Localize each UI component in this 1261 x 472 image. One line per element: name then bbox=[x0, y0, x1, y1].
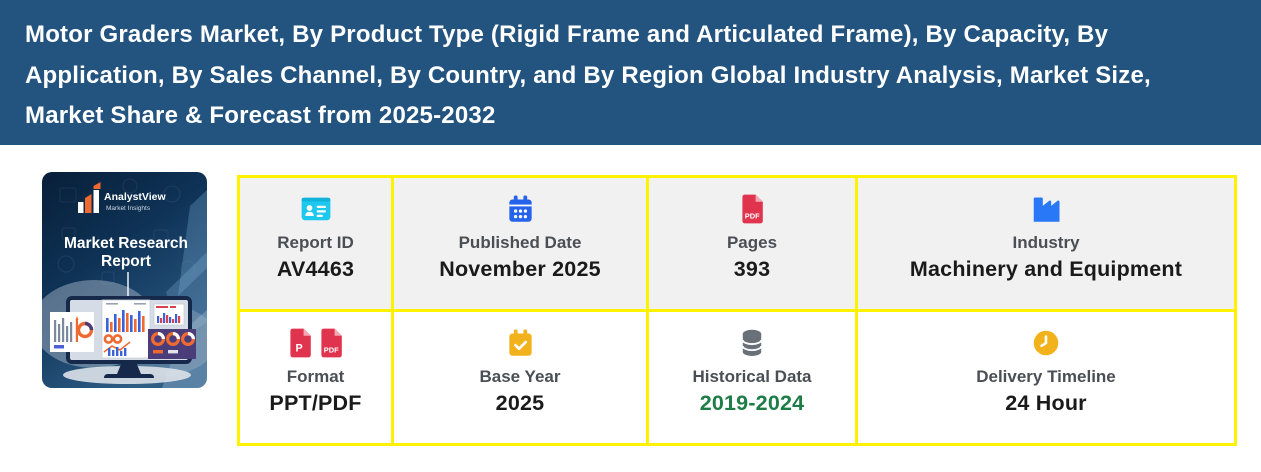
cell-base-year: Base Year 2025 bbox=[394, 312, 646, 443]
svg-text:P: P bbox=[295, 342, 302, 354]
cell-delivery-timeline: Delivery Timeline 24 Hour bbox=[858, 312, 1234, 443]
title-banner: Motor Graders Market, By Product Type (R… bbox=[0, 0, 1261, 145]
report-cover-image: AnalystView Market Insights Market Resea… bbox=[42, 172, 207, 388]
cell-label: Historical Data bbox=[692, 367, 812, 386]
cover-caption-line-2: Report bbox=[101, 253, 151, 270]
cell-label: Industry bbox=[1012, 233, 1080, 252]
brand-tagline: Market Insights bbox=[106, 205, 151, 212]
cell-value: 2025 bbox=[495, 391, 545, 415]
cell-value: AV4463 bbox=[276, 257, 355, 281]
cell-format: P PDF Format PPT/PDF bbox=[240, 312, 391, 443]
calendar-check-icon bbox=[508, 329, 532, 356]
page-title-line-3: Market Share & Forecast from 2025-2032 bbox=[25, 102, 496, 129]
cell-historical-data: Historical Data 2019-2024 bbox=[649, 312, 855, 443]
cell-value: Machinery and Equipment bbox=[909, 257, 1183, 281]
background-pattern-icons bbox=[57, 178, 196, 285]
id-card-icon bbox=[301, 197, 330, 221]
cell-value: November 2025 bbox=[439, 257, 601, 281]
cell-label: Base Year bbox=[479, 367, 561, 386]
cell-label: Format bbox=[286, 367, 345, 386]
cell-value: 2019-2024 bbox=[699, 391, 805, 415]
cell-value: 24 Hour bbox=[1005, 391, 1087, 415]
page-title-line-1: Motor Graders Market, By Product Type (R… bbox=[25, 21, 1109, 48]
page-title-line-2: Application, By Sales Channel, By Countr… bbox=[25, 61, 1151, 89]
svg-text:PDF: PDF bbox=[745, 212, 760, 221]
analystview-logo: AnalystView Market Insights bbox=[78, 182, 166, 213]
cell-industry: Industry Machinery and Equipment bbox=[858, 178, 1234, 309]
cell-label: Pages bbox=[726, 233, 778, 252]
database-icon bbox=[741, 329, 763, 356]
cell-label: Report ID bbox=[277, 233, 354, 252]
cell-published-date: Published Date November 2025 bbox=[394, 178, 646, 309]
pdf-file-icon: PDF bbox=[742, 194, 763, 224]
report-cover-illustration: AnalystView Market Insights Market Resea… bbox=[42, 172, 207, 388]
calendar-days-icon bbox=[508, 195, 532, 222]
brand-name: AnalystView bbox=[104, 191, 166, 203]
monitor-illustration bbox=[50, 296, 196, 384]
ppt-file-icon: P bbox=[290, 328, 311, 358]
pdf-file-icon: PDF bbox=[321, 328, 342, 358]
cell-label: Delivery Timeline bbox=[976, 367, 1116, 386]
report-info-grid: Report ID AV4463 Published Date November… bbox=[237, 175, 1237, 446]
cover-caption-line-1: Market Research bbox=[64, 235, 188, 252]
svg-text:PDF: PDF bbox=[324, 346, 339, 355]
cell-report-id: Report ID AV4463 bbox=[240, 178, 391, 309]
clock-icon bbox=[1033, 330, 1059, 356]
cell-value: 393 bbox=[733, 257, 771, 281]
factory-icon bbox=[1033, 196, 1060, 222]
cell-value: PPT/PDF bbox=[269, 391, 362, 415]
cell-label: Published Date bbox=[458, 233, 582, 252]
cell-pages: PDF Pages 393 bbox=[649, 178, 855, 309]
